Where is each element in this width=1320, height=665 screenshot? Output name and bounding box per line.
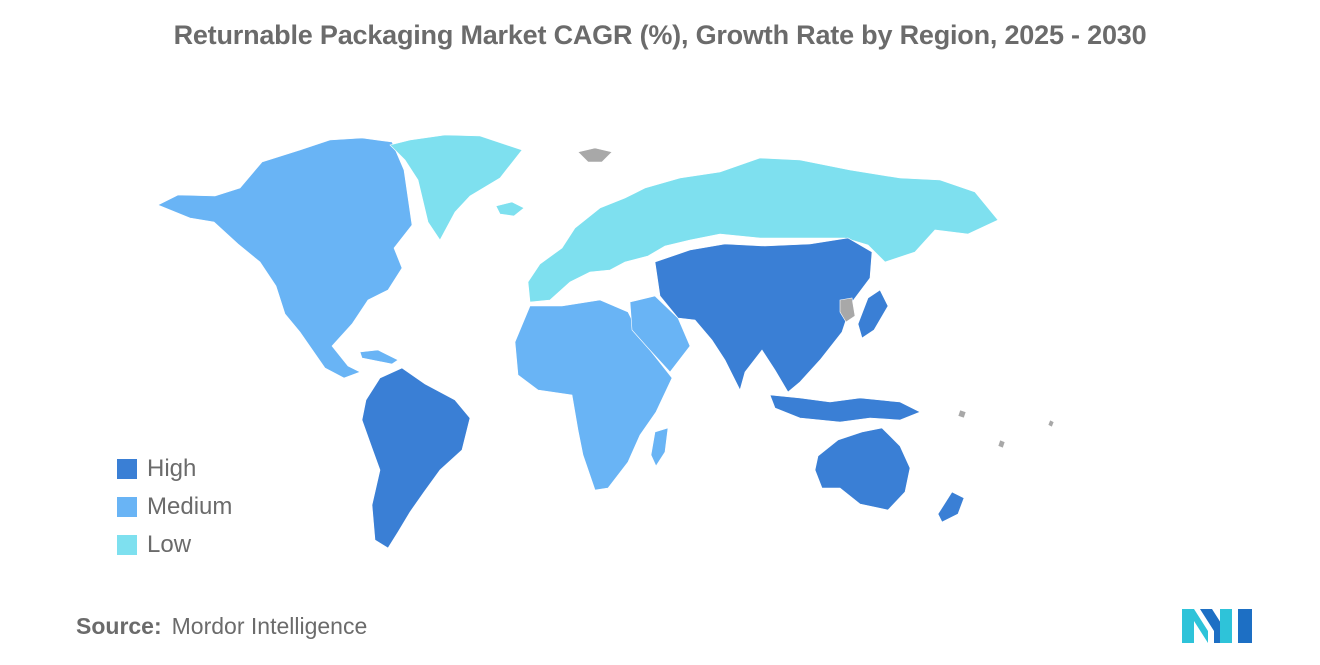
legend-label-medium: Medium bbox=[147, 493, 233, 520]
source-key: Source: bbox=[76, 613, 162, 639]
legend-swatch-medium bbox=[117, 497, 137, 517]
region-greenland[interactable] bbox=[389, 134, 523, 241]
legend-label-high: High bbox=[147, 455, 197, 482]
legend-item-low[interactable]: Low bbox=[117, 526, 232, 564]
region-pacific-islands bbox=[957, 409, 1055, 449]
source-line: Source: Mordor Intelligence bbox=[76, 613, 367, 640]
region-asia[interactable] bbox=[654, 237, 873, 393]
region-korea bbox=[839, 297, 856, 323]
region-new-zealand[interactable] bbox=[937, 491, 965, 523]
legend-item-high[interactable]: High bbox=[117, 450, 232, 488]
region-southeast-asia-islands[interactable] bbox=[769, 394, 921, 423]
region-iceland[interactable] bbox=[495, 201, 525, 217]
map-legend: High Medium Low bbox=[117, 450, 232, 564]
region-europe-russia[interactable] bbox=[527, 157, 999, 303]
region-madagascar[interactable] bbox=[650, 427, 669, 467]
chart-title: Returnable Packaging Market CAGR (%), Gr… bbox=[173, 20, 1147, 50]
source-value: Mordor Intelligence bbox=[171, 613, 368, 639]
legend-item-medium[interactable]: Medium bbox=[117, 488, 232, 526]
legend-swatch-low bbox=[117, 535, 137, 555]
region-north-america[interactable] bbox=[157, 137, 413, 379]
legend-swatch-high bbox=[117, 459, 137, 479]
region-australia[interactable] bbox=[814, 427, 911, 511]
region-middle-east[interactable] bbox=[629, 295, 691, 373]
legend-label-low: Low bbox=[147, 531, 192, 558]
region-japan[interactable] bbox=[857, 289, 889, 339]
region-africa[interactable] bbox=[514, 299, 673, 491]
region-caribbean[interactable] bbox=[359, 349, 399, 365]
region-south-america[interactable] bbox=[361, 367, 471, 549]
region-svalbard bbox=[577, 147, 613, 163]
mordor-intelligence-logo-icon bbox=[1182, 609, 1252, 643]
